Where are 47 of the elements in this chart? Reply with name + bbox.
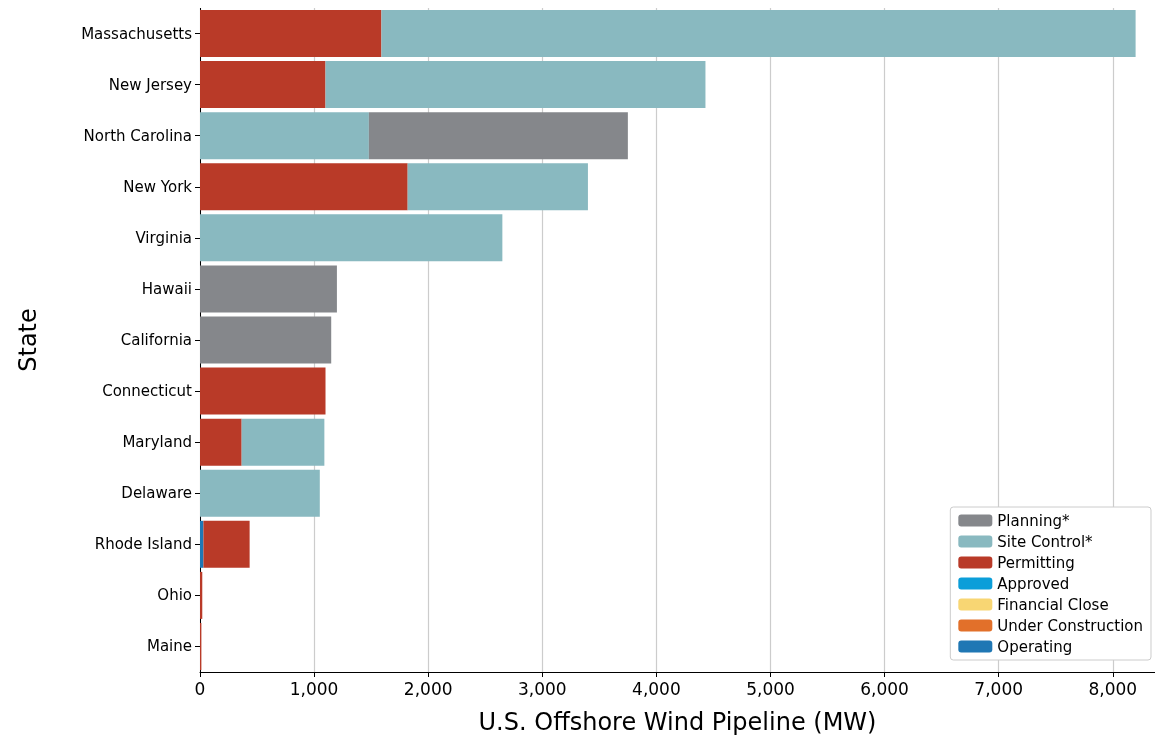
bar [368,112,628,160]
bar [200,10,382,58]
y-tick-label: Ohio [157,586,192,605]
bar [381,10,1136,58]
x-tick-label: 8,000 [1088,678,1138,699]
legend-label: Operating [997,637,1073,656]
bar [200,316,332,364]
bar [200,469,320,517]
legend-label: Approved [997,574,1070,593]
x-tick-label: 3,000 [517,678,567,699]
bar [200,112,369,160]
y-tick-label: Maryland [122,433,192,452]
y-tick-label: New Jersey [108,75,193,94]
y-tick-label: Rhode Island [94,535,192,554]
legend-label: Under Construction [997,616,1144,635]
bar [200,265,337,313]
x-tick-label: 0 [194,678,206,699]
y-tick-label: New York [123,177,193,196]
y-tick-label: Maine [146,637,192,656]
legend-label: Planning* [997,511,1070,530]
y-tick-label: Massachusetts [81,24,193,43]
bar [203,520,250,568]
x-tick-label: 1,000 [289,678,339,699]
bar [200,367,326,415]
x-tick-label: 4,000 [632,678,681,699]
bar [325,61,706,109]
x-tick-label: 7,000 [974,678,1024,699]
y-tick-label: Virginia [135,228,192,247]
bar [200,418,242,466]
bar [200,61,326,109]
legend-label: Financial Close [997,595,1109,614]
y-tick-label: California [120,331,192,349]
y-tick-label: Delaware [121,484,192,503]
bar [200,163,408,211]
x-axis-title: U.S. Offshore Wind Pipeline (MW) [478,708,877,736]
y-axis-title: State [14,308,42,372]
y-tick-label: Hawaii [141,279,192,298]
bar [200,214,503,262]
x-tick-label: 6,000 [860,678,909,699]
x-tick-label: 2,000 [403,678,453,699]
bar [407,163,588,211]
legend-label: Permitting [997,553,1075,572]
y-tick-label: North Carolina [83,126,192,145]
legend-label: Site Control* [997,532,1094,551]
y-tick-label: Connecticut [102,382,193,401]
bar [241,418,325,466]
x-tick-label: 5,000 [746,678,795,699]
